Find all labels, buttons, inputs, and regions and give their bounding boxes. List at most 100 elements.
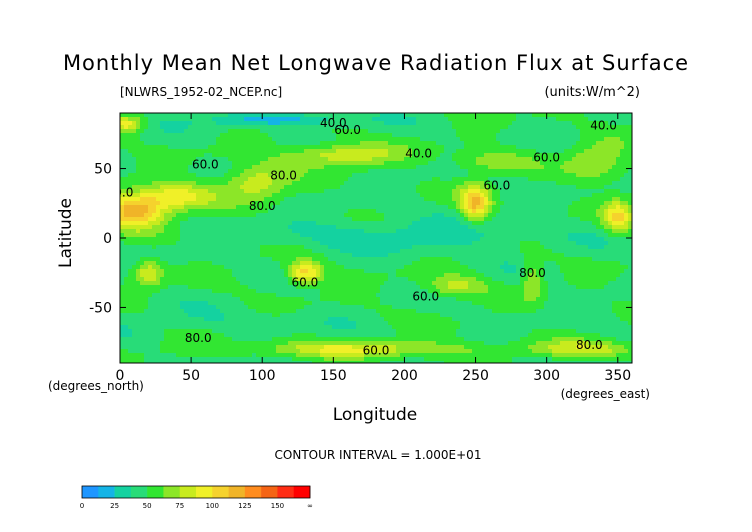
heatmap-cell (452, 189, 457, 194)
heatmap-cell (124, 269, 129, 274)
heatmap-cell (440, 241, 445, 246)
heatmap-cell (204, 221, 209, 226)
heatmap-cell (600, 197, 605, 202)
heatmap-cell (168, 141, 173, 146)
heatmap-cell (168, 261, 173, 266)
heatmap-cell (376, 161, 381, 166)
heatmap-cell (364, 145, 369, 150)
heatmap-cell (252, 181, 257, 186)
heatmap-cell (244, 245, 249, 250)
heatmap-cell (152, 217, 157, 222)
heatmap-cell (128, 129, 133, 134)
heatmap-cell (496, 117, 501, 122)
heatmap-cell (336, 173, 341, 178)
heatmap-cell (124, 237, 129, 242)
heatmap-cell (416, 265, 421, 270)
heatmap-cell (272, 133, 277, 138)
heatmap-cell (600, 113, 605, 118)
heatmap-cell (484, 173, 489, 178)
heatmap-cell (244, 189, 249, 194)
heatmap-cell (600, 129, 605, 134)
heatmap-cell (388, 225, 393, 230)
heatmap-cell (560, 261, 565, 266)
heatmap-cell (604, 145, 609, 150)
heatmap-cell (220, 253, 225, 258)
heatmap-cell (580, 165, 585, 170)
heatmap-cell (284, 237, 289, 242)
heatmap-cell (172, 137, 177, 142)
heatmap-cell (616, 257, 621, 262)
heatmap-cell (236, 209, 241, 214)
heatmap-cell (376, 241, 381, 246)
heatmap-cell (556, 181, 561, 186)
heatmap-cell (248, 253, 253, 258)
heatmap-cell (200, 153, 205, 158)
heatmap-cell (240, 117, 245, 122)
heatmap-cell (496, 121, 501, 126)
heatmap-cell (480, 169, 485, 174)
heatmap-cell (420, 153, 425, 158)
heatmap-cell (240, 149, 245, 154)
heatmap-cell (360, 173, 365, 178)
heatmap-cell (616, 177, 621, 182)
heatmap-cell (564, 197, 569, 202)
heatmap-cell (508, 213, 513, 218)
heatmap-cell (140, 181, 145, 186)
heatmap-cell (236, 241, 241, 246)
heatmap-cell (296, 141, 301, 146)
heatmap-cell (172, 241, 177, 246)
heatmap-cell (204, 249, 209, 254)
heatmap-cell (488, 185, 493, 190)
heatmap-cell (524, 145, 529, 150)
heatmap-cell (336, 201, 341, 206)
heatmap-cell (504, 181, 509, 186)
heatmap-cell (324, 117, 329, 122)
heatmap-cell (400, 129, 405, 134)
heatmap-cell (228, 169, 233, 174)
heatmap-cell (188, 133, 193, 138)
heatmap-cell (204, 233, 209, 238)
heatmap-cell (328, 113, 333, 118)
heatmap-cell (496, 201, 501, 206)
heatmap-cell (376, 117, 381, 122)
heatmap-cell (208, 245, 213, 250)
heatmap-cell (284, 125, 289, 130)
heatmap-cell (528, 149, 533, 154)
heatmap-cell (304, 161, 309, 166)
heatmap-cell (456, 125, 461, 130)
heatmap-cell (180, 197, 185, 202)
heatmap-cell (624, 173, 629, 178)
heatmap-cell (556, 249, 561, 254)
heatmap-cell (544, 185, 549, 190)
heatmap-cell (144, 145, 149, 150)
heatmap-cell (568, 125, 573, 130)
heatmap-cell (404, 257, 409, 262)
heatmap-cell (224, 149, 229, 154)
heatmap-cell (188, 125, 193, 130)
heatmap-cell (608, 197, 613, 202)
heatmap-cell (444, 205, 449, 210)
heatmap-cell (212, 113, 217, 118)
heatmap-cell (628, 249, 632, 254)
heatmap-cell (464, 153, 469, 158)
heatmap-cell (564, 113, 569, 118)
heatmap-cell (272, 149, 277, 154)
heatmap-cell (324, 153, 329, 158)
heatmap-cell (284, 217, 289, 222)
heatmap-cell (560, 221, 565, 226)
heatmap-cell (320, 153, 325, 158)
heatmap-cell (324, 157, 329, 162)
heatmap-cell (436, 177, 441, 182)
heatmap-cell (160, 213, 165, 218)
heatmap-cell (284, 161, 289, 166)
heatmap-cell (624, 149, 629, 154)
heatmap-cell (244, 185, 249, 190)
heatmap-cell (264, 141, 269, 146)
heatmap-cell (368, 181, 373, 186)
heatmap-cell (264, 133, 269, 138)
heatmap-cell (544, 201, 549, 206)
heatmap-cell (284, 137, 289, 142)
heatmap-cell (148, 217, 153, 222)
heatmap-cell (324, 233, 329, 238)
heatmap-cell (192, 265, 197, 270)
